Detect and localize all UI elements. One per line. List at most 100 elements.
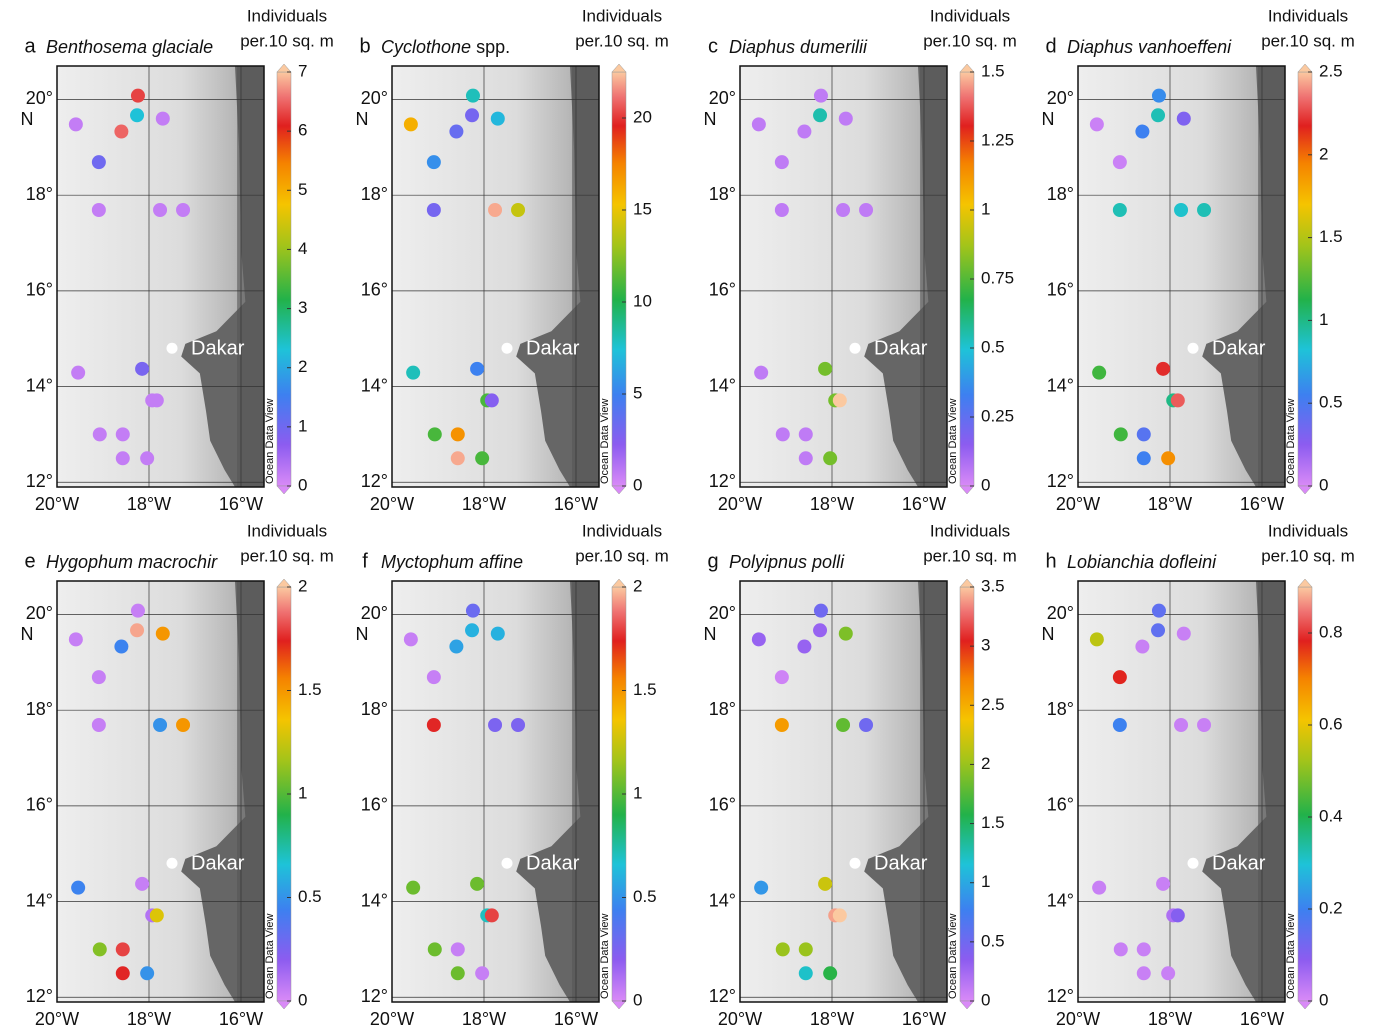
colorbar-tick-label: 1 — [633, 783, 642, 802]
watermark: Ocean Data View — [599, 914, 611, 999]
x-tick-label: 18°W — [1148, 1009, 1192, 1029]
station — [1197, 718, 1211, 732]
y-tick-label: 14° — [1047, 375, 1074, 395]
annotation: Dakar — [1212, 338, 1266, 360]
y-tick-label: 14° — [26, 375, 53, 395]
station — [427, 155, 441, 169]
station — [833, 393, 847, 407]
x-tick-label: 16°W — [1240, 494, 1284, 514]
colorbar-tick-label: 0.25 — [981, 406, 1014, 425]
station — [1137, 451, 1151, 465]
station — [466, 89, 480, 103]
colorbar-label: per.10 sq. m — [240, 31, 334, 50]
station — [799, 427, 813, 441]
colorbar-tick-label: 2 — [633, 576, 642, 595]
colorbar-tick-label: 0.4 — [1319, 806, 1343, 825]
station — [1174, 718, 1188, 732]
station — [1171, 908, 1185, 922]
x-tick-label: 18°W — [127, 1009, 171, 1029]
y-tick-label: 12° — [709, 471, 736, 491]
station — [813, 108, 827, 122]
y-axis-label: N — [1042, 624, 1055, 644]
x-tick-label: 20°W — [370, 494, 414, 514]
panel-title: Myctophum affine — [381, 552, 523, 572]
colorbar-cap — [1298, 1001, 1312, 1009]
x-tick-label: 16°W — [554, 494, 598, 514]
colorbar-tick-label: 1 — [298, 416, 307, 435]
colorbar-label: Individuals — [582, 6, 662, 25]
station — [754, 366, 768, 380]
station — [427, 203, 441, 217]
station — [1113, 155, 1127, 169]
colorbar-tick-label: 0 — [633, 475, 642, 494]
x-tick-label: 20°W — [370, 1009, 414, 1029]
station — [491, 627, 505, 641]
station — [775, 203, 789, 217]
x-tick-label: 16°W — [219, 494, 263, 514]
colorbar-tick-label: 1 — [981, 199, 990, 218]
x-tick-label: 18°W — [1148, 494, 1192, 514]
panel: 20°W18°W16°W12°14°16°18°20°NhLobianchia … — [1042, 521, 1355, 1028]
colorbar — [277, 72, 291, 486]
panel-title: Polyipnus polli — [729, 552, 845, 572]
panel-title: Diaphus dumerilii — [729, 37, 868, 57]
station — [511, 203, 525, 217]
y-tick-label: 20° — [361, 603, 388, 623]
station — [449, 640, 463, 654]
colorbar-cap — [612, 1001, 626, 1009]
station — [814, 89, 828, 103]
colorbar-tick-label: 3 — [981, 636, 990, 655]
colorbar-tick-label: 6 — [298, 121, 307, 140]
station — [485, 908, 499, 922]
station — [839, 627, 853, 641]
y-tick-label: 12° — [26, 986, 53, 1006]
panel: 20°W18°W16°W12°14°16°18°20°NgPolyipnus p… — [704, 521, 1017, 1028]
station — [428, 427, 442, 441]
colorbar-label: per.10 sq. m — [923, 31, 1017, 50]
station — [1114, 427, 1128, 441]
colorbar-label: per.10 sq. m — [1261, 546, 1355, 565]
colorbar-tick-label: 1 — [981, 872, 990, 891]
colorbar-tick-label: 1.25 — [981, 130, 1014, 149]
x-tick-label: 16°W — [902, 494, 946, 514]
y-tick-label: 12° — [709, 986, 736, 1006]
annotation: Dakar — [191, 338, 245, 360]
station — [130, 623, 144, 637]
x-tick-label: 18°W — [810, 494, 854, 514]
y-tick-label: 18° — [709, 699, 736, 719]
panel-label: h — [1045, 550, 1056, 572]
panel-title: Diaphus vanhoeffeni — [1067, 37, 1232, 57]
colorbar-cap — [960, 1001, 974, 1009]
station — [406, 366, 420, 380]
station — [752, 632, 766, 646]
colorbar-tick-label: 2.5 — [1319, 61, 1343, 80]
station — [116, 451, 130, 465]
y-tick-label: 14° — [361, 375, 388, 395]
station — [404, 117, 418, 131]
y-tick-label: 12° — [1047, 471, 1074, 491]
colorbar-cap — [612, 579, 626, 587]
annotation: Dakar — [874, 338, 928, 360]
station — [797, 125, 811, 139]
annotation: Dakar — [191, 853, 245, 875]
colorbar-label: Individuals — [247, 521, 327, 540]
x-tick-label: 16°W — [1240, 1009, 1284, 1029]
y-tick-label: 20° — [709, 88, 736, 108]
station — [92, 718, 106, 732]
colorbar-tick-label: 0.6 — [1319, 714, 1343, 733]
station — [859, 718, 873, 732]
colorbar-tick-label: 3 — [298, 298, 307, 317]
station — [153, 203, 167, 217]
station — [1137, 427, 1151, 441]
colorbar-cap — [277, 64, 291, 72]
station — [92, 155, 106, 169]
station — [1177, 112, 1191, 126]
y-axis-label: N — [704, 109, 717, 129]
colorbar-tick-label: 0 — [298, 990, 307, 1009]
station — [775, 718, 789, 732]
y-axis-label: N — [21, 624, 34, 644]
y-axis-label: N — [356, 624, 369, 644]
colorbar-tick-label: 2.5 — [981, 695, 1005, 714]
station — [775, 155, 789, 169]
